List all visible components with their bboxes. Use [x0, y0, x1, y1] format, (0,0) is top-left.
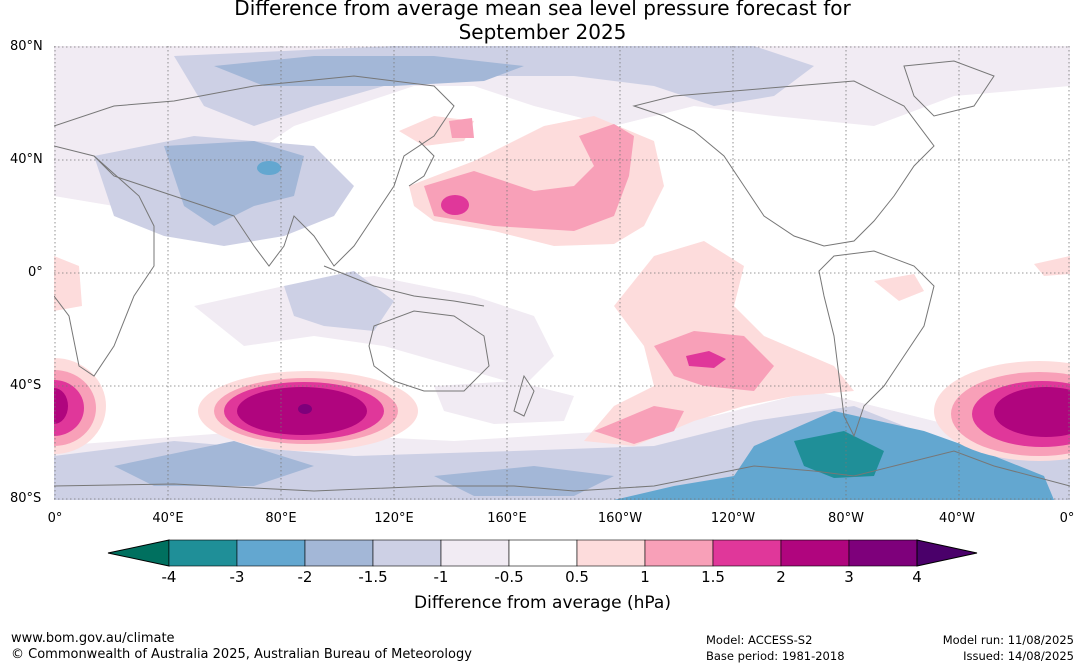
- coast-eurasia: [54, 75, 455, 267]
- coastlines: [54, 60, 1070, 492]
- indian-ocean-lt-m1: [284, 271, 394, 331]
- asia-lt-m2: [257, 161, 281, 175]
- footer-copyright: © Commonwealth of Australia 2025, Austra…: [11, 647, 472, 662]
- lon-label-40e: 40°E: [152, 511, 184, 526]
- colorbar-bin-lt_m2: [236, 539, 306, 567]
- antarctic-lt-m3: [794, 431, 884, 478]
- title-line-1: Difference from average mean sea level p…: [234, 0, 851, 20]
- positive-anomaly-fields: [54, 116, 1070, 461]
- legend-tick: 2: [776, 568, 786, 586]
- colorbar-bin-gt_2: [780, 539, 850, 567]
- coast-japan: [408, 140, 435, 187]
- footer-model: Model: ACCESS-S2: [706, 633, 813, 647]
- lon-label-80w: 80°W: [828, 511, 864, 526]
- npac-gt-15: [441, 195, 469, 215]
- spac-gt-1: [594, 331, 774, 444]
- legend-tick: -2: [297, 568, 313, 586]
- map-title: Difference from average mean sea level p…: [0, 0, 1085, 44]
- colorbar-bin-gt_15: [712, 539, 782, 567]
- colorbar-bin-lt_m3: [168, 539, 238, 567]
- lon-label-80e: 80°E: [265, 511, 297, 526]
- coast-australia: [368, 310, 490, 392]
- lat-label-80s: 80°S: [10, 491, 42, 506]
- lat-label-0: 0°: [28, 265, 43, 280]
- colorbar: [107, 539, 978, 567]
- brazil-gt-05: [874, 274, 924, 301]
- graticule: [54, 46, 1070, 500]
- legend-tick: -1.5: [358, 568, 388, 586]
- lon-label-0-east: 0°: [1059, 511, 1075, 526]
- nw-pac-gt-1: [449, 118, 474, 138]
- colorbar-bin-gt_05: [576, 539, 646, 567]
- map-area: [54, 46, 1070, 500]
- negative-anomaly-fields: [54, 46, 1070, 500]
- arctic-lt-m15: [214, 56, 524, 86]
- legend-tick: 0.5: [565, 568, 589, 586]
- coast-antarctica: [54, 450, 1070, 492]
- lon-label-160w: 160°W: [597, 511, 643, 526]
- footer-issued: Issued: 14/08/2025: [963, 649, 1074, 663]
- npac-gt-1: [424, 124, 634, 231]
- colorbar-bin-gt_3: [848, 539, 918, 567]
- coast-indonesia: [323, 265, 485, 307]
- legend-tick: -4: [161, 568, 177, 586]
- colorbar-bin-lt_m15: [304, 539, 374, 567]
- colorbar-bin-gt_1: [644, 539, 714, 567]
- legend-tick: -1: [433, 568, 449, 586]
- lon-label-0: 0°: [47, 511, 63, 526]
- coast-africa: [54, 145, 155, 377]
- legend-tick: 4: [912, 568, 922, 586]
- africa-gt-05: [54, 256, 82, 311]
- legend-tick: 1: [640, 568, 650, 586]
- colorbar-bin-neutral: [508, 539, 578, 567]
- legend-title: Difference from average (hPa): [414, 593, 671, 613]
- pressure-anomaly-map: [54, 46, 1070, 500]
- spac-gt-15: [686, 351, 726, 368]
- lat-label-80n: 80°N: [10, 39, 43, 54]
- ind-gt-3: [298, 404, 312, 414]
- legend-tick: -0.5: [494, 568, 524, 586]
- footer-model-run: Model run: 11/08/2025: [942, 633, 1074, 647]
- coast-south-america: [818, 250, 935, 438]
- atl-gt-2: [994, 387, 1070, 437]
- coast-north-america: [632, 80, 935, 247]
- coast-greenland: [903, 60, 995, 117]
- legend-tick: 1.5: [701, 568, 725, 586]
- title-line-2: September 2025: [458, 20, 627, 44]
- lat-label-40n: 40°N: [10, 152, 43, 167]
- legend-tick: -3: [229, 568, 245, 586]
- lon-label-120w: 120°W: [710, 511, 756, 526]
- lat-label-40s: 40°S: [10, 378, 42, 393]
- colorbar-over-arrow: [916, 539, 978, 567]
- lon-label-120e: 120°E: [374, 511, 414, 526]
- australia-lt-m05: [434, 381, 574, 424]
- lon-label-160e: 160°E: [487, 511, 527, 526]
- lon-label-40w: 40°W: [939, 511, 975, 526]
- atl-west-gt-2: [54, 388, 68, 424]
- southern-belt-lt-m15: [114, 441, 614, 496]
- colorbar-under-arrow: [107, 539, 170, 567]
- footer-base-period: Base period: 1981-2018: [706, 649, 845, 663]
- atl-eq-gt-05: [1034, 256, 1070, 276]
- footer-url: www.bom.gov.au/climate: [11, 631, 175, 646]
- colorbar-bin-lt_m1: [372, 539, 442, 567]
- colorbar-bin-lt_m05: [440, 539, 510, 567]
- legend-tick: 3: [844, 568, 854, 586]
